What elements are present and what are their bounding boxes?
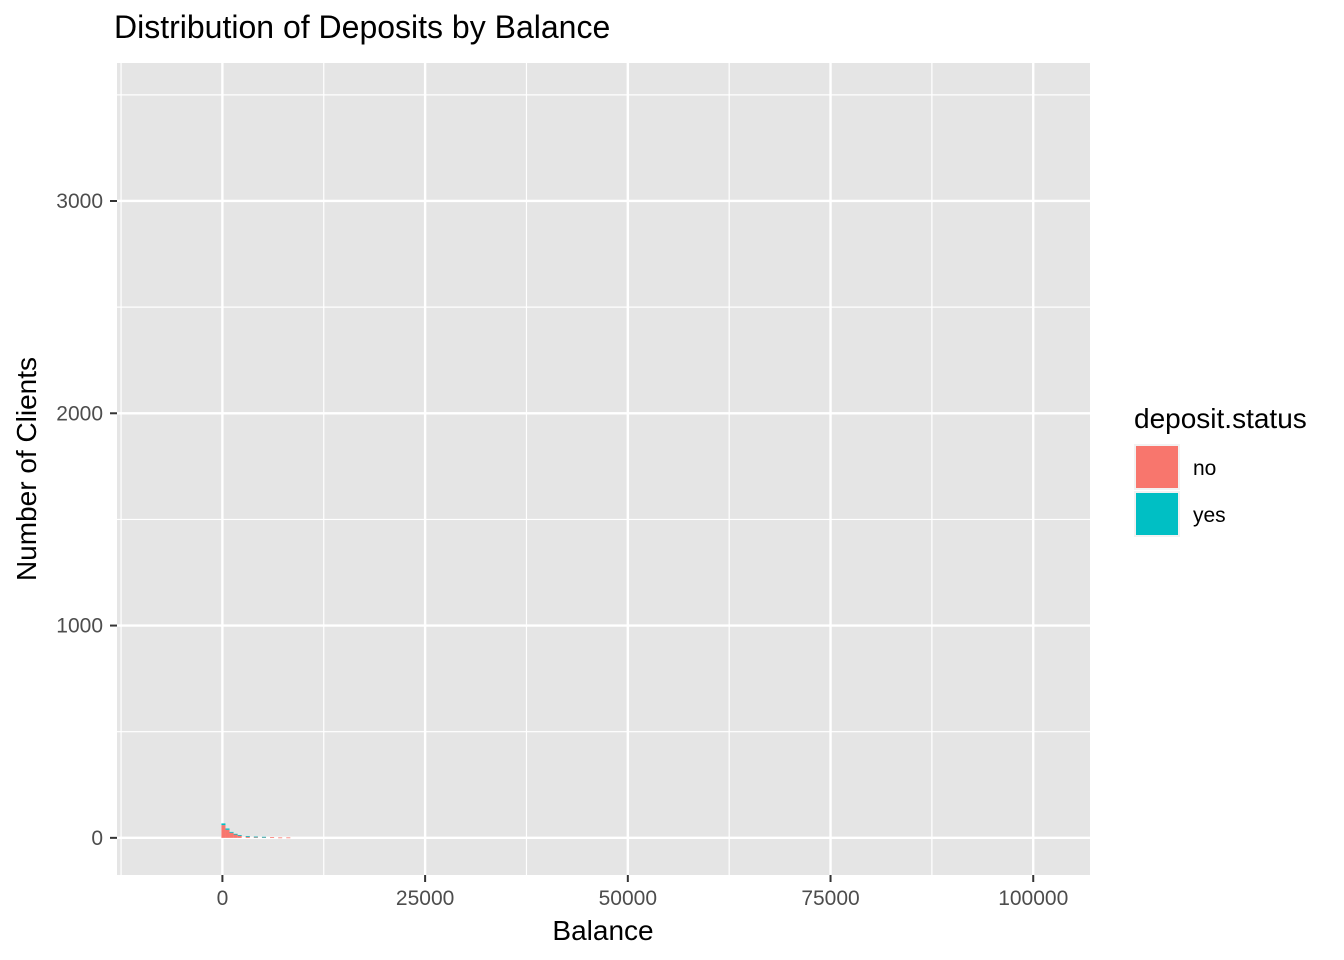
- legend-title: deposit.status: [1134, 403, 1307, 434]
- x-axis-title: Balance: [552, 915, 653, 946]
- bar-yes: [233, 833, 238, 835]
- x-axis: 0 25000 50000 75000 100000: [217, 875, 1068, 910]
- bar-no: [225, 829, 230, 838]
- bar-yes: [261, 836, 267, 838]
- x-tick-label: 0: [217, 887, 229, 910]
- bar-yes: [225, 828, 230, 830]
- x-tick-label: 100000: [998, 887, 1068, 910]
- bar-no: [245, 836, 250, 838]
- histogram-bars: [221, 823, 291, 839]
- bar-yes: [245, 836, 250, 837]
- legend: deposit.status no yes: [1134, 403, 1307, 537]
- bar-no: [286, 837, 291, 839]
- x-tick-label: 25000: [396, 887, 454, 910]
- y-axis-title: Number of Clients: [11, 357, 42, 581]
- bar-no: [229, 832, 234, 838]
- y-tick-label: 1000: [56, 615, 103, 638]
- legend-swatch-no: [1136, 446, 1178, 488]
- bar-no: [278, 837, 283, 839]
- grid-minor: [117, 63, 1090, 875]
- y-axis: 0 1000 2000 3000: [56, 190, 117, 850]
- bar-yes: [253, 836, 258, 838]
- plot-panel: [117, 63, 1090, 875]
- legend-label-yes: yes: [1193, 504, 1226, 527]
- bar-yes: [229, 831, 234, 833]
- y-tick-label: 2000: [56, 402, 103, 425]
- x-tick-label: 75000: [801, 887, 859, 910]
- chart-title: Distribution of Deposits by Balance: [114, 9, 610, 45]
- bar-yes: [237, 835, 242, 836]
- bar-no: [270, 837, 275, 839]
- legend-label-no: no: [1193, 457, 1216, 480]
- legend-swatch-yes: [1136, 493, 1178, 535]
- bar-no: [237, 835, 242, 838]
- y-tick-label: 0: [91, 827, 103, 850]
- y-tick-label: 3000: [56, 190, 103, 213]
- bar-yes: [221, 823, 226, 826]
- grid-major: [117, 63, 1090, 875]
- bar-no: [233, 834, 238, 838]
- bar-no: [221, 825, 226, 838]
- legend-items: no yes: [1134, 444, 1226, 537]
- x-tick-label: 50000: [599, 887, 657, 910]
